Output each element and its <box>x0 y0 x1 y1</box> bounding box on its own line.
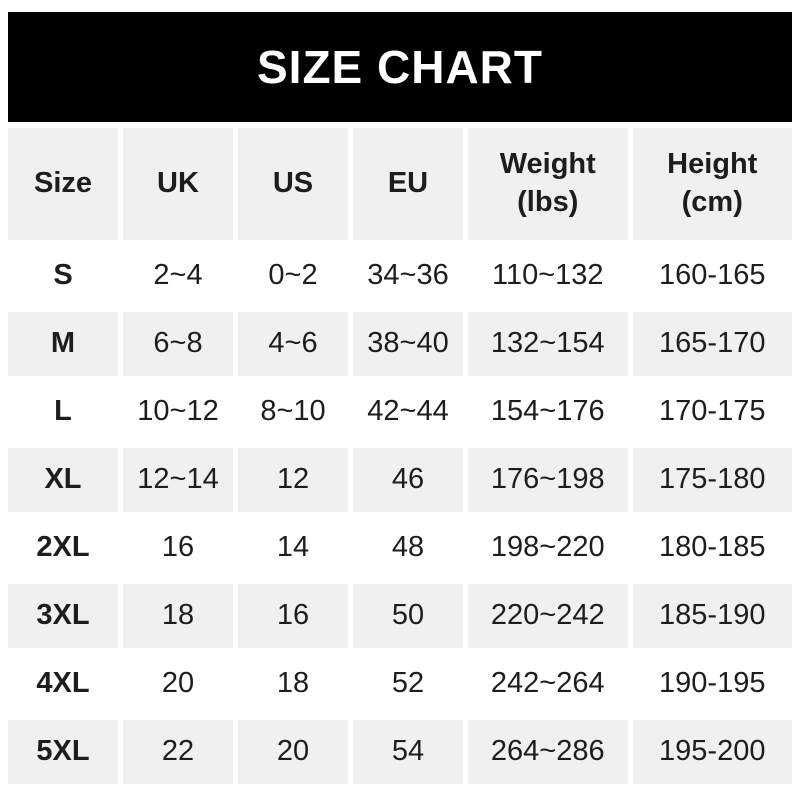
cell-size: S <box>8 244 118 308</box>
column-header-weight: Weight (lbs) <box>468 128 628 240</box>
cell-size: 5XL <box>8 720 118 784</box>
column-header-eu: EU <box>353 128 463 240</box>
cell-weight: 220~242 <box>468 584 628 648</box>
cell-height: 165-170 <box>632 312 792 376</box>
cell-us: 4~6 <box>238 312 348 376</box>
cell-size: 4XL <box>8 652 118 716</box>
page-title: SIZE CHART <box>257 41 543 93</box>
cell-weight: 242~264 <box>468 652 628 716</box>
cell-eu: 46 <box>353 448 463 512</box>
cell-weight: 264~286 <box>468 720 628 784</box>
cell-uk: 16 <box>123 516 233 580</box>
cell-us: 12 <box>238 448 348 512</box>
cell-weight: 154~176 <box>468 380 628 444</box>
cell-height: 170-175 <box>632 380 792 444</box>
cell-weight: 110~132 <box>468 244 628 308</box>
cell-weight: 132~154 <box>468 312 628 376</box>
cell-uk: 12~14 <box>123 448 233 512</box>
cell-uk: 18 <box>123 584 233 648</box>
cell-weight: 176~198 <box>468 448 628 512</box>
cell-us: 20 <box>238 720 348 784</box>
cell-size: 3XL <box>8 584 118 648</box>
cell-us: 0~2 <box>238 244 348 308</box>
cell-eu: 48 <box>353 516 463 580</box>
size-table: Size UK US EU Weight (lbs) Height (cm) S… <box>8 128 792 784</box>
cell-uk: 22 <box>123 720 233 784</box>
cell-us: 14 <box>238 516 348 580</box>
cell-size: 2XL <box>8 516 118 580</box>
cell-height: 175-180 <box>632 448 792 512</box>
cell-height: 190-195 <box>632 652 792 716</box>
cell-eu: 52 <box>353 652 463 716</box>
cell-eu: 34~36 <box>353 244 463 308</box>
cell-size: XL <box>8 448 118 512</box>
cell-height: 195-200 <box>632 720 792 784</box>
cell-weight: 198~220 <box>468 516 628 580</box>
cell-uk: 2~4 <box>123 244 233 308</box>
cell-us: 16 <box>238 584 348 648</box>
cell-eu: 54 <box>353 720 463 784</box>
title-banner: SIZE CHART <box>8 12 792 122</box>
cell-size: M <box>8 312 118 376</box>
cell-eu: 50 <box>353 584 463 648</box>
cell-us: 18 <box>238 652 348 716</box>
cell-eu: 42~44 <box>353 380 463 444</box>
cell-uk: 6~8 <box>123 312 233 376</box>
column-header-height: Height (cm) <box>632 128 792 240</box>
cell-height: 185-190 <box>632 584 792 648</box>
column-header-uk: UK <box>123 128 233 240</box>
cell-height: 180-185 <box>632 516 792 580</box>
column-header-us: US <box>238 128 348 240</box>
cell-size: L <box>8 380 118 444</box>
cell-uk: 10~12 <box>123 380 233 444</box>
column-header-size: Size <box>8 128 118 240</box>
cell-us: 8~10 <box>238 380 348 444</box>
cell-uk: 20 <box>123 652 233 716</box>
cell-eu: 38~40 <box>353 312 463 376</box>
cell-height: 160-165 <box>632 244 792 308</box>
